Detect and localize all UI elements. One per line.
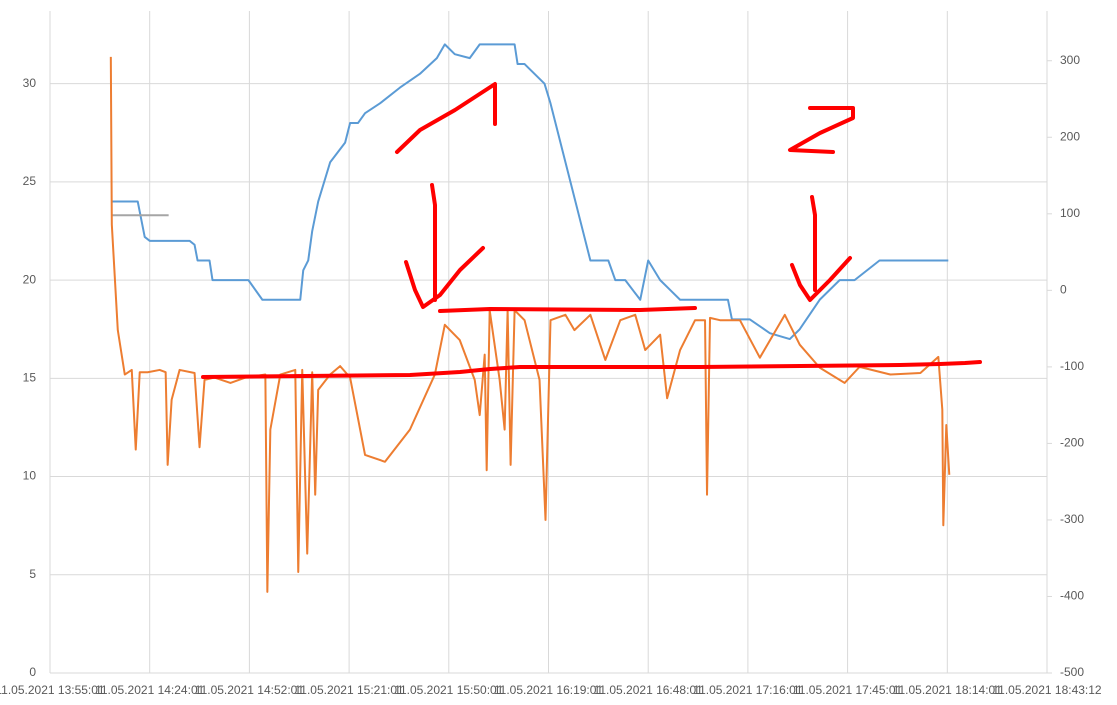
- x-tick-label: 11.05.2021 16:19:01: [494, 683, 604, 697]
- y-tick-label: 15: [23, 371, 37, 385]
- x-tick-label: 11.05.2021 13:55:01: [0, 683, 105, 697]
- arrow: [404, 183, 485, 309]
- y2-tick-label: -300: [1060, 512, 1084, 526]
- y2-tick-label: -400: [1060, 589, 1084, 603]
- y-tick-label: 30: [23, 76, 37, 90]
- y2-tick-label: -200: [1060, 436, 1084, 450]
- x-tick-label: 11.05.2021 18:14:01: [893, 683, 1003, 697]
- y-tick-label: 25: [23, 174, 37, 188]
- y2-tick-label: -100: [1060, 359, 1084, 373]
- hand-drawn-annotations: [201, 82, 982, 379]
- red-line: [201, 360, 982, 379]
- drawn-one: [395, 82, 497, 154]
- x-tick-label: 11.05.2021 15:50:01: [394, 683, 504, 697]
- y2-tick-label: 300: [1060, 53, 1080, 67]
- y-tick-label: 0: [29, 665, 36, 679]
- y2-tick-label: -500: [1060, 665, 1084, 679]
- x-tick-label: 11.05.2021 16:48:01: [594, 683, 704, 697]
- x-tick-label: 11.05.2021 15:21:01: [294, 683, 404, 697]
- y-tick-label: 20: [23, 272, 37, 286]
- x-tick-label: 11.05.2021 14:52:01: [195, 683, 305, 697]
- x-tick-label: 11.05.2021 18:43:12: [992, 683, 1102, 697]
- red-line: [438, 306, 697, 313]
- y2-tick-label: 100: [1060, 206, 1080, 220]
- drawn-two: [788, 106, 855, 154]
- series-line: [109, 56, 951, 593]
- x-tick-label: 11.05.2021 14:24:01: [95, 683, 205, 697]
- y-tick-label: 10: [23, 469, 37, 483]
- x-tick-label: 11.05.2021 17:45:01: [793, 683, 903, 697]
- y2-tick-label: 200: [1060, 129, 1080, 143]
- y2-tick-label: 0: [1060, 283, 1067, 297]
- arrow: [790, 195, 852, 302]
- series-line: [111, 43, 949, 341]
- x-tick-label: 11.05.2021 17:16:01: [693, 683, 803, 697]
- y-tick-label: 5: [29, 567, 36, 581]
